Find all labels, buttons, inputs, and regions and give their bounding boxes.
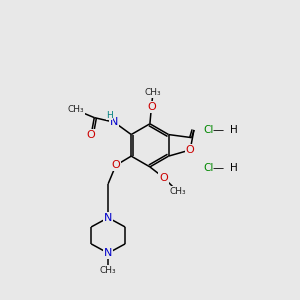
Text: O: O [87, 130, 96, 140]
Text: H: H [106, 111, 113, 120]
Text: N: N [104, 213, 112, 223]
Text: H: H [230, 125, 238, 135]
Text: Cl: Cl [204, 164, 214, 173]
Text: O: O [147, 102, 156, 112]
Text: O: O [112, 160, 120, 170]
Text: N: N [110, 117, 118, 127]
Text: N: N [104, 248, 112, 258]
Text: H: H [106, 111, 113, 120]
Text: Cl: Cl [204, 125, 214, 135]
Text: —: — [212, 125, 223, 135]
Text: O: O [159, 173, 168, 183]
Text: CH₃: CH₃ [145, 88, 161, 98]
Text: CH₃: CH₃ [169, 187, 186, 196]
Text: O: O [87, 130, 96, 140]
Text: O: O [159, 173, 168, 183]
Text: N: N [110, 117, 118, 127]
Text: O: O [147, 102, 156, 112]
Text: O: O [186, 145, 194, 155]
Text: CH₃: CH₃ [169, 187, 186, 196]
Text: CH₃: CH₃ [145, 88, 161, 98]
Text: CH₃: CH₃ [100, 266, 116, 274]
Text: CH₃: CH₃ [145, 88, 161, 98]
Text: N: N [104, 213, 112, 223]
Text: CH₃: CH₃ [68, 105, 84, 114]
Text: N: N [104, 248, 112, 258]
Text: O: O [186, 145, 194, 155]
Text: H: H [230, 164, 238, 173]
Text: O: O [112, 160, 120, 170]
Text: CH₃: CH₃ [100, 266, 116, 274]
Text: N: N [104, 213, 112, 223]
Text: —: — [212, 164, 223, 173]
